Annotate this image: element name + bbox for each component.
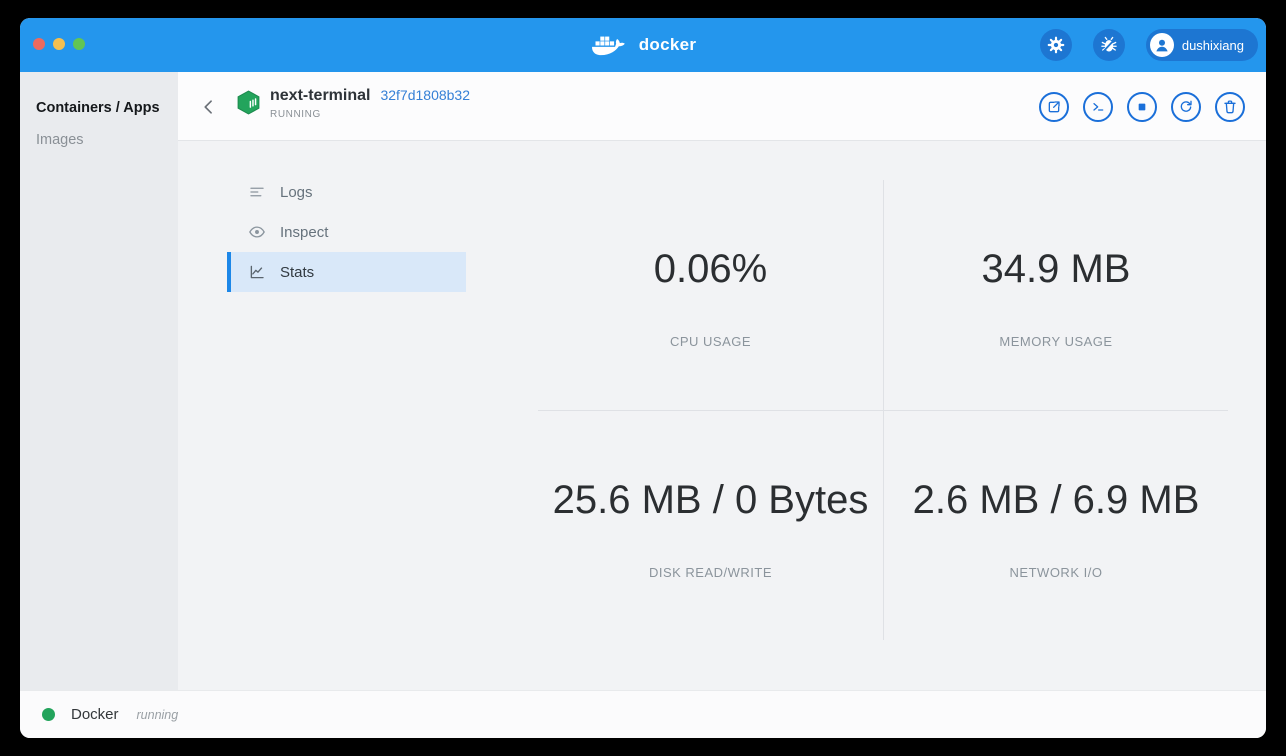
window-controls [33, 38, 85, 50]
settings-button[interactable] [1039, 29, 1072, 61]
terminal-icon [1090, 99, 1106, 115]
minimize-window-button[interactable] [53, 38, 65, 50]
sidebar-item-images[interactable]: Images [36, 132, 84, 148]
avatar [1149, 33, 1174, 57]
docker-engine-status: running [136, 707, 179, 722]
delete-button[interactable] [1215, 92, 1245, 122]
stat-disk: 25.6 MB / 0 Bytes DISK READ/WRITE [538, 411, 884, 640]
logs-icon [247, 182, 267, 202]
user-account-button[interactable]: dushixiang [1145, 29, 1258, 61]
network-io-value: 2.6 MB / 6.9 MB [912, 478, 1200, 522]
memory-usage-value: 34.9 MB [981, 247, 1131, 291]
sidebar-item-containers-apps[interactable]: Containers / Apps [36, 100, 160, 116]
cli-button[interactable] [1083, 92, 1113, 122]
title-bar: docker [20, 18, 1266, 72]
app-window: docker [20, 18, 1266, 738]
cpu-usage-label: CPU USAGE [669, 334, 752, 349]
restart-button[interactable] [1171, 92, 1201, 122]
tab-logs-label: Logs [280, 183, 313, 201]
docker-whale-icon [590, 30, 634, 61]
network-io-label: NETWORK I/O [1009, 565, 1103, 580]
open-in-browser-button[interactable] [1039, 92, 1069, 122]
container-tabs: Logs Inspect Stats [227, 172, 466, 292]
sidebar: Containers / Apps Images [20, 72, 178, 690]
external-link-icon [1046, 99, 1062, 115]
close-window-button[interactable] [33, 38, 45, 50]
container-name: next-terminal [270, 87, 371, 104]
stat-memory: 34.9 MB MEMORY USAGE [884, 180, 1228, 411]
stop-button[interactable] [1127, 92, 1157, 122]
gear-icon [1046, 35, 1066, 55]
container-actions [1039, 92, 1245, 122]
eye-icon [247, 222, 267, 242]
disk-read-write-value: 25.6 MB / 0 Bytes [552, 478, 869, 522]
docker-wordmark: docker [638, 35, 697, 54]
status-bar: Docker running [20, 690, 1266, 738]
stop-icon [1134, 99, 1150, 115]
docker-running-indicator-icon [42, 708, 55, 721]
container-cube-icon [235, 89, 262, 116]
chart-icon [247, 262, 267, 282]
tab-logs[interactable]: Logs [227, 172, 466, 212]
tab-stats[interactable]: Stats [227, 252, 466, 292]
titlebar-controls: dushixiang [1039, 29, 1258, 61]
container-status: RUNNING [270, 109, 321, 120]
memory-usage-label: MEMORY USAGE [999, 334, 1113, 349]
stat-network: 2.6 MB / 6.9 MB NETWORK I/O [884, 411, 1228, 640]
disk-read-write-label: DISK READ/WRITE [648, 565, 773, 580]
container-title-block: next-terminal 32f7d1808b32 RUNNING [270, 87, 470, 120]
chevron-left-icon [199, 97, 219, 117]
restart-icon [1178, 99, 1194, 115]
cpu-usage-value: 0.06% [653, 247, 768, 291]
tab-inspect-label: Inspect [280, 223, 329, 241]
user-name: dushixiang [1181, 37, 1244, 53]
docker-engine-label: Docker [71, 706, 119, 723]
stats-panel: 0.06% CPU USAGE 34.9 MB MEMORY USAGE 25.… [538, 180, 1228, 640]
report-bug-button[interactable] [1092, 29, 1125, 61]
back-button[interactable] [197, 95, 221, 119]
bug-icon [1099, 35, 1119, 55]
person-icon [1153, 36, 1171, 54]
container-header: next-terminal 32f7d1808b32 RUNNING [178, 72, 1266, 141]
docker-logo: docker [590, 30, 697, 61]
tab-inspect[interactable]: Inspect [227, 212, 466, 252]
zoom-window-button[interactable] [73, 38, 85, 50]
container-id[interactable]: 32f7d1808b32 [380, 87, 471, 103]
tab-stats-label: Stats [280, 263, 315, 281]
trash-icon [1222, 99, 1238, 115]
stat-cpu: 0.06% CPU USAGE [538, 180, 884, 411]
